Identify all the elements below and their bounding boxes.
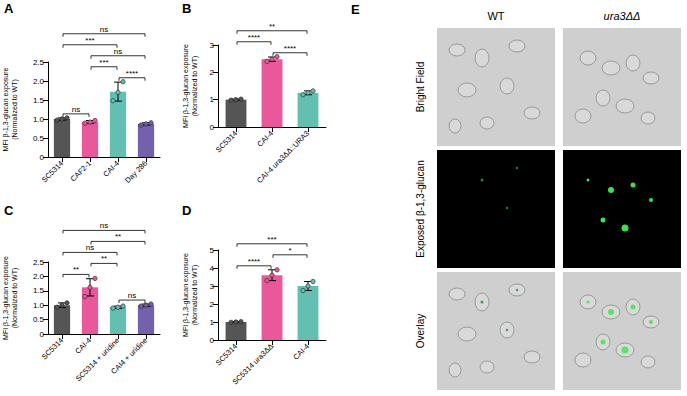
- svg-text:3: 3: [210, 282, 215, 291]
- svg-text:1.0: 1.0: [33, 301, 45, 310]
- svg-text:C: C: [4, 203, 14, 218]
- svg-text:0: 0: [40, 330, 45, 339]
- svg-text:ns: ns: [100, 25, 108, 34]
- svg-text:1.5: 1.5: [33, 96, 45, 105]
- svg-text:0.5: 0.5: [33, 134, 45, 143]
- svg-text:1.5: 1.5: [33, 286, 45, 295]
- svg-text:0: 0: [210, 123, 215, 132]
- svg-text:(Normalized to WT): (Normalized to WT): [11, 79, 19, 140]
- svg-text:D: D: [182, 203, 191, 218]
- svg-text:CAI-4: CAI-4: [73, 336, 93, 356]
- svg-text:2: 2: [210, 68, 215, 77]
- svg-text:0: 0: [210, 336, 215, 345]
- svg-text:SC5314: SC5314: [214, 129, 239, 154]
- svg-text:Day 286: Day 286: [123, 159, 149, 185]
- svg-text:1: 1: [210, 95, 215, 104]
- svg-text:SC5314: SC5314: [40, 159, 65, 184]
- svg-text:SC5314 ura3ΔΔ: SC5314 ura3ΔΔ: [231, 342, 276, 387]
- svg-text:SC5314 + uridine: SC5314 + uridine: [74, 336, 121, 383]
- svg-text:CAI-4: CAI-4: [291, 342, 311, 362]
- svg-text:3: 3: [210, 41, 215, 50]
- svg-text:*: *: [288, 246, 291, 255]
- html-text:WT: WT: [487, 10, 505, 22]
- html-text:ura3ΔΔ: ura3ΔΔ: [603, 10, 641, 22]
- svg-text:ns: ns: [100, 221, 108, 230]
- svg-text:A: A: [4, 1, 14, 16]
- svg-text:CAI-4: CAI-4: [255, 129, 275, 149]
- svg-text:***: ***: [99, 58, 108, 67]
- svg-text:2.5: 2.5: [33, 58, 45, 67]
- svg-text:(Normalized to WT): (Normalized to WT): [191, 56, 199, 117]
- svg-text:SC5314: SC5314: [214, 342, 239, 367]
- svg-text:**: **: [101, 254, 107, 263]
- svg-text:****: ****: [284, 44, 296, 53]
- svg-text:**: **: [115, 232, 121, 241]
- svg-text:ns: ns: [128, 291, 136, 300]
- svg-text:MFI β-1,3-glucan exposure: MFI β-1,3-glucan exposure: [2, 68, 10, 152]
- svg-text:CAI4 + uridine: CAI4 + uridine: [109, 336, 149, 376]
- svg-text:2: 2: [210, 300, 215, 309]
- svg-text:***: ***: [267, 235, 276, 244]
- svg-text:CAI-4: CAI-4: [101, 159, 121, 179]
- svg-text:**: **: [269, 22, 275, 31]
- svg-text:1: 1: [210, 318, 215, 327]
- svg-text:MFI β-1,3-glucan exposure: MFI β-1,3-glucan exposure: [182, 253, 190, 337]
- svg-text:****: ****: [126, 69, 138, 78]
- svg-text:***: ***: [85, 36, 94, 45]
- svg-text:**: **: [73, 265, 79, 274]
- svg-text:0.5: 0.5: [33, 315, 45, 324]
- svg-text:2.0: 2.0: [33, 77, 45, 86]
- svg-text:CAI-4 ura3ΔΔ::URA3: CAI-4 ura3ΔΔ::URA3: [255, 129, 311, 185]
- svg-text:2.0: 2.0: [33, 272, 45, 281]
- svg-text:(Normalized to WT): (Normalized to WT): [11, 268, 19, 329]
- svg-text:ns: ns: [114, 47, 122, 56]
- svg-text:****: ****: [248, 33, 260, 42]
- svg-text:5: 5: [210, 246, 215, 255]
- html-text:Bright Field: Bright Field: [414, 61, 426, 113]
- svg-text:****: ****: [248, 257, 260, 266]
- html-text:E: E: [351, 2, 360, 17]
- html-text:Exposed β-1,3-glucan: Exposed β-1,3-glucan: [414, 160, 426, 258]
- svg-text:MFI β-1,3-glucan exposure: MFI β-1,3-glucan exposure: [182, 44, 190, 128]
- svg-text:2.5: 2.5: [33, 258, 45, 267]
- svg-text:MFI β-1,3-glucan exposure: MFI β-1,3-glucan exposure: [2, 256, 10, 340]
- svg-text:(Normalized to WT): (Normalized to WT): [191, 265, 199, 326]
- svg-text:B: B: [182, 1, 191, 16]
- svg-text:ns: ns: [86, 243, 94, 252]
- svg-text:CAF2-1: CAF2-1: [69, 159, 94, 184]
- svg-text:ns: ns: [72, 105, 80, 114]
- svg-text:1.0: 1.0: [33, 115, 45, 124]
- svg-text:0: 0: [40, 153, 45, 162]
- svg-text:SC5314: SC5314: [40, 336, 65, 361]
- svg-text:4: 4: [210, 264, 215, 273]
- html-text:Overlay: Overlay: [414, 313, 426, 349]
